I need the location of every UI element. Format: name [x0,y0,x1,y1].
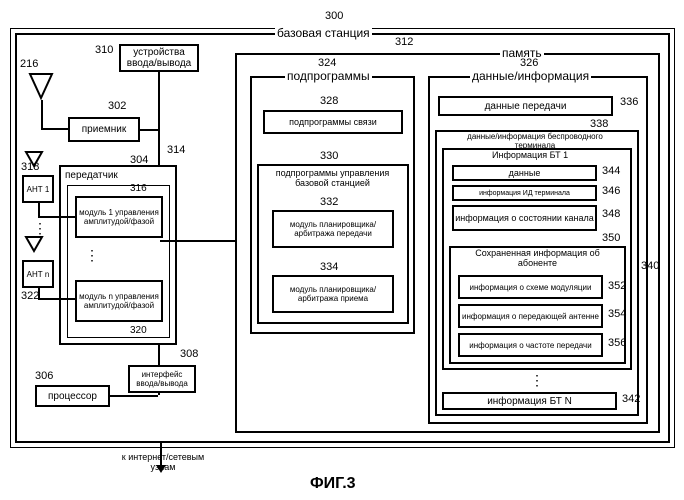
mod-scheme-label: информация о схеме модуляции [470,283,592,292]
antn-label: АНТ n [27,270,50,279]
num-310: 310 [95,44,113,56]
line-mem-bus [160,240,235,242]
io-devices: устройства ввода/вывода [119,44,199,72]
ant1-box: АНТ 1 [22,175,54,203]
io-interface-box: интерфейс ввода/вывода [128,365,196,393]
data-field: данные [452,165,597,181]
figure-label: ФИГ.3 [310,475,356,493]
tx-data: данные передачи [438,96,613,116]
wt-dots: ⋮ [530,372,546,389]
num-346: 346 [602,185,620,197]
term-id-label: информация ИД терминала [479,190,570,197]
num-316: 316 [130,183,147,194]
num-332: 332 [320,196,338,208]
num-322: 322 [21,290,39,302]
num-304: 304 [130,154,148,166]
wt1-info-label: Информация БТ 1 [490,150,570,160]
ant1-label: АНТ 1 [27,185,50,194]
tx-antenna-info: информация о передающей антенне [458,304,603,328]
num-314: 314 [167,144,185,156]
num-348: 348 [602,208,620,220]
rx-sched: модуль планировщика/арбитража приема [272,275,394,313]
bs-control-sub-label: подпрограммы управления базовой станцией [265,168,400,188]
num-342: 342 [622,393,640,405]
title-label: базовая станция [275,26,372,40]
term-id-info: информация ИД терминала [452,185,597,201]
num-302: 302 [108,100,126,112]
processor-box: процессор [35,385,110,407]
tx-freq-info: информация о частоте передачи [458,333,603,357]
data-field-label: данные [509,168,541,178]
num-356: 356 [608,337,626,349]
line-antn-tx2 [38,298,75,300]
antn-box: АНТ n [22,260,54,288]
line-ant1-tx2 [38,216,75,218]
antenna-rx-icon [26,72,56,100]
subroutines-label: подпрограммы [285,69,372,83]
wtn-info-label: информация БТ N [487,396,572,407]
processor-label: процессор [48,391,97,402]
amp-phase-n: модуль n управления амплитудой/фазой [75,280,163,322]
num-352: 352 [608,280,626,292]
antn-icon [24,235,44,253]
num-336: 336 [620,96,638,108]
num-326: 326 [520,57,538,69]
num-328: 328 [320,95,338,107]
subscriber-info-label: Сохраненная информация об абоненте [460,248,615,268]
mod-scheme-info: информация о схеме модуляции [458,275,603,299]
receiver-label: приемник [82,124,126,135]
to-internet-label: к интернет/сетевым узлам [118,452,208,472]
amp-dots: ⋮ [85,247,101,264]
tx-sched: модуль планировщика/арбитража передачи [272,210,394,248]
line-ant-rx [41,100,43,128]
num-308: 308 [180,348,198,360]
num-300: 300 [325,10,343,22]
comm-sub-label: подпрограммы связи [289,117,377,127]
amp-phase-1: модуль 1 управления амплитудой/фазой [75,196,163,238]
num-330: 330 [320,150,338,162]
num-354: 354 [608,308,626,320]
num-306: 306 [35,370,53,382]
chan-state-info: информация о состоянии канала [452,205,597,231]
num-216: 216 [20,58,38,70]
num-344: 344 [602,165,620,177]
tx-data-label: данные передачи [485,101,567,112]
num-340: 340 [641,260,659,272]
comm-sub: подпрограммы связи [263,110,403,134]
num-334: 334 [320,261,338,273]
receiver-box: приемник [68,117,140,142]
data-info-label: данные/информация [470,69,591,83]
num-350: 350 [602,232,620,244]
ant1-icon [24,150,44,168]
chan-state-label: информация о состоянии канала [455,213,594,223]
amp-phase-n-label: модуль n управления амплитудой/фазой [77,292,161,310]
io-interface-label: интерфейс ввода/вывода [130,370,194,388]
tx-freq-label: информация о частоте передачи [469,341,591,350]
line-ant-rx2 [41,128,68,130]
wtn-info: информация БТ N [442,392,617,410]
rx-sched-label: модуль планировщика/арбитража приема [274,285,392,303]
num-324: 324 [318,57,336,69]
transmitter-label: передатчик [63,170,120,181]
amp-phase-1-label: модуль 1 управления амплитудой/фазой [77,208,161,226]
tx-antenna-label: информация о передающей антенне [462,312,599,321]
num-320: 320 [130,325,147,336]
line-rx-bus [140,129,158,131]
num-312: 312 [395,36,413,48]
line-ant1-tx [38,203,40,217]
tx-sched-label: модуль планировщика/арбитража передачи [274,220,392,238]
line-proc-bus [110,395,158,397]
num-338: 338 [590,118,608,130]
io-devices-label: устройства ввода/вывода [121,47,197,69]
